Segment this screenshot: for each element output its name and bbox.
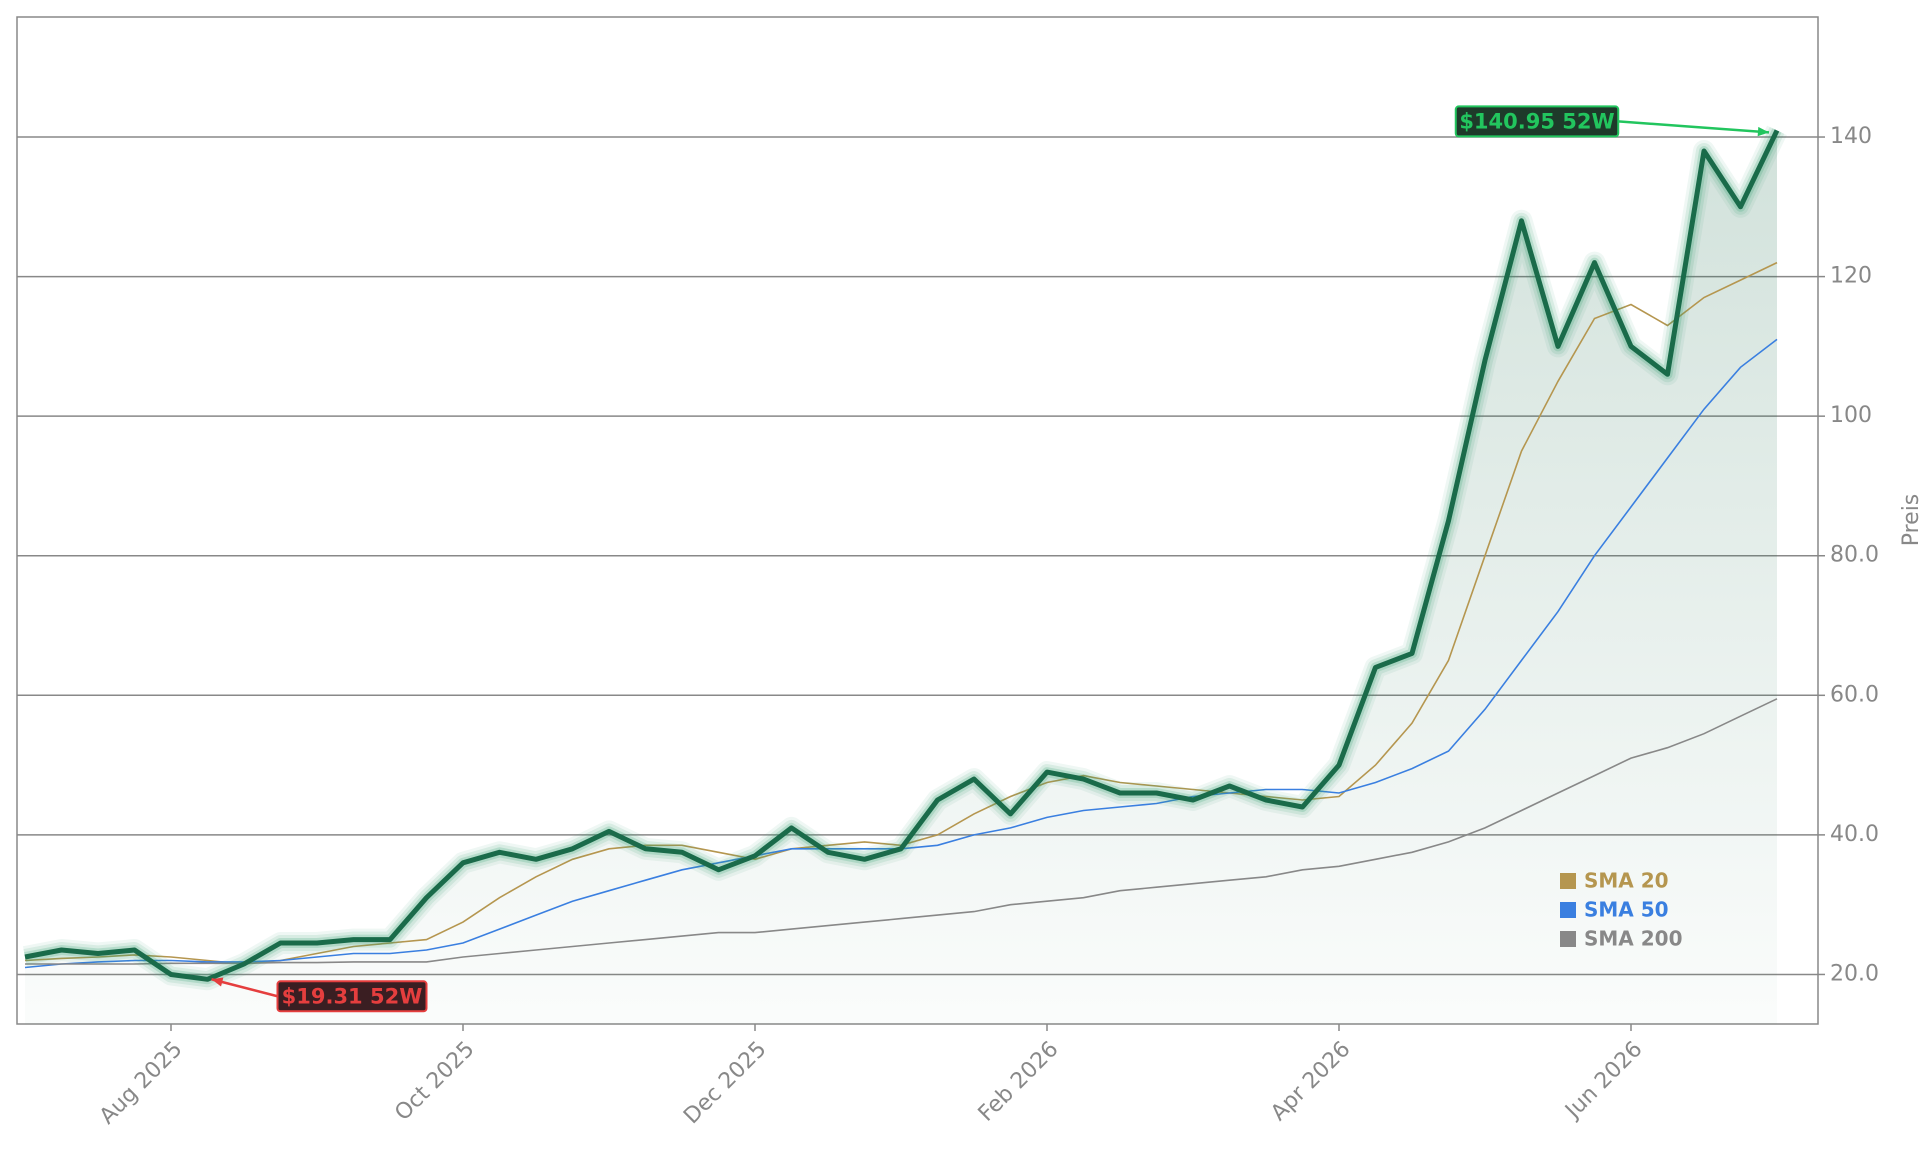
arrow-head bbox=[211, 977, 224, 987]
y-tick-label: 20.0 bbox=[1830, 961, 1879, 986]
legend-swatch bbox=[1560, 902, 1576, 918]
x-tick-label: Aug 2025 bbox=[95, 1037, 188, 1130]
legend-swatch bbox=[1560, 873, 1576, 889]
y-tick-label: 140 bbox=[1830, 124, 1872, 149]
y-tick-label: 80.0 bbox=[1830, 543, 1879, 568]
y-axis-label: Preis bbox=[1899, 494, 1924, 547]
price-line bbox=[24, 129, 1780, 982]
annotation-label: $19.31 52W bbox=[282, 984, 423, 1008]
legend-label: SMA 200 bbox=[1584, 927, 1683, 951]
y-tick-label: 120 bbox=[1830, 264, 1872, 289]
x-tick-label: Dec 2025 bbox=[679, 1037, 771, 1129]
annotation-arrow bbox=[211, 978, 278, 998]
y-tick-label: 60.0 bbox=[1830, 682, 1879, 707]
x-tick-label: Oct 2025 bbox=[390, 1037, 479, 1126]
x-tick-label: Apr 2026 bbox=[1266, 1037, 1355, 1126]
legend-label: SMA 50 bbox=[1584, 898, 1669, 922]
y-tick-label: 100 bbox=[1830, 403, 1872, 428]
y-tick-label: 40.0 bbox=[1830, 822, 1879, 847]
x-tick-label: Feb 2026 bbox=[974, 1037, 1064, 1127]
price-area bbox=[25, 130, 1777, 1024]
arrow-head bbox=[1757, 126, 1769, 137]
sma-line bbox=[25, 698, 1778, 965]
x-tick-label: Jun 2026 bbox=[1560, 1037, 1648, 1125]
legend-swatch bbox=[1560, 931, 1576, 947]
annotation-arrow bbox=[1618, 120, 1770, 134]
annotation-label: $140.95 52W bbox=[1459, 109, 1614, 133]
legend-label: SMA 20 bbox=[1584, 869, 1669, 893]
